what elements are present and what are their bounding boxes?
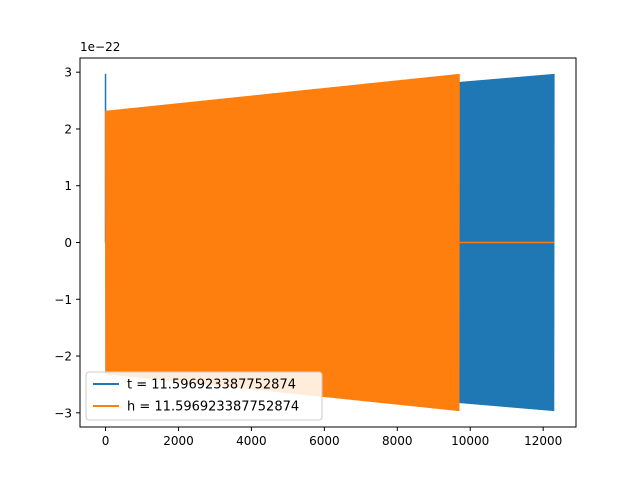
x-tick-label: 12000 <box>524 434 562 448</box>
x-tick-label: 4000 <box>236 434 267 448</box>
y-offset-label: 1e−22 <box>80 40 120 54</box>
x-tick-label: 6000 <box>309 434 340 448</box>
x-tick-label: 2000 <box>163 434 194 448</box>
legend-box <box>85 371 323 421</box>
legend: t = 11.596923387752874 h = 11.5969233877… <box>85 371 323 421</box>
x-tick-label: 8000 <box>382 434 413 448</box>
x-tick-label: 0 <box>102 434 110 448</box>
legend-label-t: t = 11.596923387752874 <box>127 378 296 393</box>
x-tick-label: 10000 <box>451 434 489 448</box>
y-axis: −3 −2 −1 0 1 2 3 <box>54 66 80 420</box>
plot-area <box>104 73 555 412</box>
y-tick-label: −1 <box>54 293 72 307</box>
legend-label-h: h = 11.596923387752874 <box>127 400 299 415</box>
y-tick-label: 3 <box>64 66 72 80</box>
y-tick-label: 2 <box>64 122 72 136</box>
y-tick-label: −2 <box>54 350 72 364</box>
y-tick-label: −3 <box>54 406 72 420</box>
x-axis: 0 2000 4000 6000 8000 10000 12000 <box>102 427 562 448</box>
y-tick-label: 0 <box>64 236 72 250</box>
series-h-line <box>105 73 460 412</box>
y-tick-label: 1 <box>64 179 72 193</box>
